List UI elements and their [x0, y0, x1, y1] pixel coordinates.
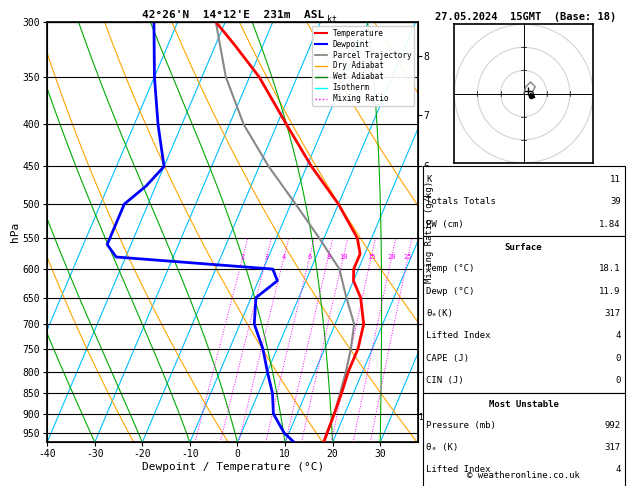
Text: 39: 39: [610, 197, 621, 206]
Text: Mixing Ratio (g/kg): Mixing Ratio (g/kg): [425, 181, 433, 283]
Text: 25: 25: [404, 254, 412, 260]
Text: 18.1: 18.1: [599, 264, 621, 273]
Text: Dewp (°C): Dewp (°C): [426, 287, 475, 295]
Text: © weatheronline.co.uk: © weatheronline.co.uk: [467, 471, 580, 480]
Text: 4: 4: [615, 331, 621, 340]
X-axis label: Dewpoint / Temperature (°C): Dewpoint / Temperature (°C): [142, 462, 324, 472]
Text: K: K: [426, 175, 432, 184]
Text: Lifted Index: Lifted Index: [426, 331, 491, 340]
Text: 20: 20: [387, 254, 396, 260]
Y-axis label: hPa: hPa: [10, 222, 20, 242]
Text: Pressure (mb): Pressure (mb): [426, 421, 496, 430]
Text: Surface: Surface: [505, 243, 542, 252]
Text: kt: kt: [327, 15, 337, 23]
Text: 4: 4: [282, 254, 286, 260]
Text: 15: 15: [367, 254, 376, 260]
Text: Temp (°C): Temp (°C): [426, 264, 475, 273]
Title: 42°26'N  14°12'E  231m  ASL: 42°26'N 14°12'E 231m ASL: [142, 10, 324, 20]
Legend: Temperature, Dewpoint, Parcel Trajectory, Dry Adiabat, Wet Adiabat, Isotherm, Mi: Temperature, Dewpoint, Parcel Trajectory…: [312, 26, 415, 106]
Text: PW (cm): PW (cm): [426, 220, 464, 228]
Text: 3: 3: [265, 254, 269, 260]
Text: 317: 317: [604, 309, 621, 318]
Text: 4: 4: [615, 466, 621, 474]
Text: CIN (J): CIN (J): [426, 376, 464, 385]
Text: 0: 0: [615, 354, 621, 363]
Text: θₑ (K): θₑ (K): [426, 443, 459, 452]
Text: 1LCL: 1LCL: [418, 413, 437, 422]
Y-axis label: km
ASL: km ASL: [433, 213, 448, 232]
Text: Lifted Index: Lifted Index: [426, 466, 491, 474]
Text: 1.84: 1.84: [599, 220, 621, 228]
Text: 2: 2: [241, 254, 245, 260]
Text: Totals Totals: Totals Totals: [426, 197, 496, 206]
Text: 10: 10: [339, 254, 347, 260]
Text: 27.05.2024  15GMT  (Base: 18): 27.05.2024 15GMT (Base: 18): [435, 12, 616, 22]
Text: 8: 8: [326, 254, 330, 260]
Text: 11.9: 11.9: [599, 287, 621, 295]
Text: 317: 317: [604, 443, 621, 452]
Text: 11: 11: [610, 175, 621, 184]
Text: 6: 6: [308, 254, 312, 260]
Text: CAPE (J): CAPE (J): [426, 354, 469, 363]
Text: θₑ(K): θₑ(K): [426, 309, 454, 318]
Text: 992: 992: [604, 421, 621, 430]
Text: Most Unstable: Most Unstable: [489, 400, 559, 409]
Text: 0: 0: [615, 376, 621, 385]
